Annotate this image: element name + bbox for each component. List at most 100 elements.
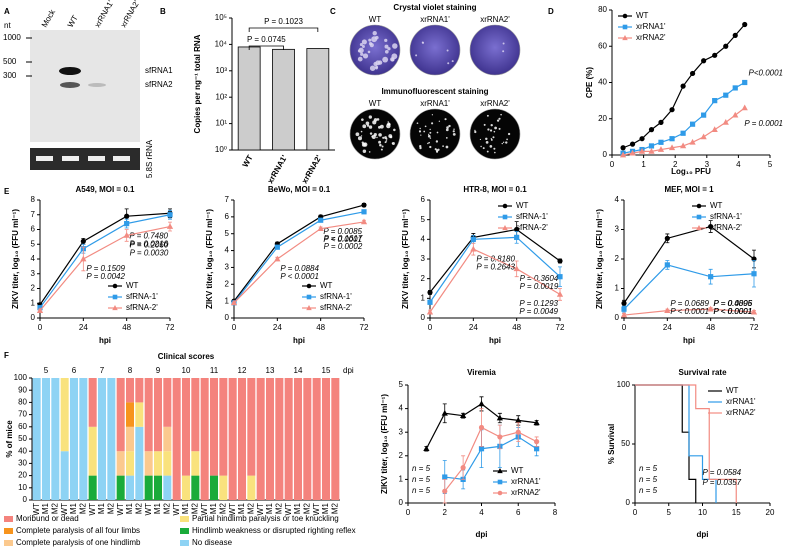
marker (619, 151, 627, 158)
plaque (446, 126, 449, 129)
y-tick-label: 0 (225, 313, 230, 322)
plaque (485, 140, 489, 144)
legend-swatch (4, 540, 13, 546)
x-tick-label: 8 (553, 508, 558, 517)
x-tick-label: WT (32, 503, 41, 516)
legend-label: Hindlimb weakness or disrupted righting … (192, 526, 356, 535)
plaque (448, 124, 451, 128)
bar-segment (191, 451, 200, 476)
series-line (623, 308, 755, 316)
plaque (452, 130, 455, 133)
bar-segment (88, 378, 97, 427)
bar-segment (107, 378, 116, 500)
gel-unit: nt (4, 21, 11, 30)
legend-label: Moribund or dead (16, 514, 79, 523)
bar-segment (181, 378, 191, 476)
y-axis-label: ZIKV titer, log₁₀ (FFU ml⁻¹) (595, 209, 604, 309)
bar-segment (153, 378, 163, 452)
plaque (494, 126, 497, 130)
x-tick-label: M2 (106, 502, 115, 514)
sample-label: WT (369, 99, 382, 108)
x-tick-label: 72 (360, 323, 369, 332)
series-line (429, 228, 561, 293)
x-tick-label: 2 (443, 508, 448, 517)
x-tick-label: 4 (736, 160, 741, 169)
marker (534, 439, 540, 445)
marker (722, 118, 729, 125)
x-axis-label: Log₁₀ PFU (671, 167, 711, 176)
y-tick-label: 8 (31, 195, 36, 204)
marker (478, 400, 485, 407)
legend-label: WT (726, 386, 739, 395)
y-tick-label: 90 (18, 385, 27, 394)
bar-segment (331, 378, 340, 500)
x-tick-label: 6 (516, 508, 521, 517)
panel-label: A (4, 7, 10, 16)
plaque (498, 127, 501, 130)
plaque (474, 129, 476, 132)
y-tick-label: 50 (621, 439, 630, 448)
marker (502, 214, 508, 220)
x-tick-label: M1 (69, 502, 78, 514)
bar-segment (125, 378, 135, 403)
marker (514, 226, 520, 233)
series-line (233, 211, 365, 304)
gel-band (88, 83, 106, 87)
y-tick-label: 3 (421, 254, 426, 263)
plaque (445, 145, 449, 149)
y-tick-label: 40 (18, 446, 27, 455)
gel-band (113, 156, 130, 161)
bar-segment (79, 378, 88, 500)
y-tick-label: 2 (615, 254, 620, 263)
x-tick-label: 0 (622, 323, 627, 332)
marker (648, 127, 655, 133)
marker (306, 283, 312, 289)
x-tick-label: 0 (633, 508, 638, 517)
x-tick-label: 0 (610, 160, 615, 169)
plaque (479, 138, 482, 141)
plaque (376, 118, 380, 121)
marker (708, 223, 714, 230)
legend-swatch (180, 516, 189, 522)
series-line (444, 436, 537, 481)
y-tick-label: 6 (31, 225, 36, 234)
plaque (360, 135, 363, 137)
plaque (366, 124, 370, 127)
chart-title: Viremia (467, 368, 496, 377)
plaque (368, 151, 371, 153)
y-tick-label: 2 (225, 279, 230, 288)
plaque (375, 60, 381, 66)
y-tick-label: 0 (399, 498, 404, 507)
marker (669, 136, 675, 142)
y-tick-label: 50 (18, 434, 27, 443)
bar-segment (191, 475, 200, 500)
bar-segment (153, 451, 163, 476)
plaque (427, 134, 431, 138)
chart-title: MEF, MOI = 1 (664, 185, 714, 194)
x-axis-label: dpi (697, 530, 709, 539)
marker (648, 143, 655, 149)
plate (469, 108, 521, 160)
plaque (369, 65, 376, 71)
plaque (506, 138, 508, 141)
y-tick-label: 1 (421, 293, 426, 302)
plaque (384, 141, 387, 144)
marker (689, 70, 696, 77)
marker (502, 225, 508, 231)
legend-label: WT (516, 201, 529, 210)
y-tick-label: 10² (215, 92, 227, 101)
legend-swatch (180, 540, 189, 546)
plaque (393, 128, 396, 132)
plaque (387, 47, 391, 51)
p-value: P < 0.0001 (670, 307, 709, 316)
bar-segment (116, 451, 125, 476)
y-tick-label: 2 (399, 451, 404, 460)
p-value: P = 0.0884 (280, 264, 319, 273)
y-axis-label: % Survival (607, 424, 616, 464)
group-label: 14 (294, 366, 303, 375)
y-tick-label: 100 (617, 380, 631, 389)
group-label: 9 (156, 366, 161, 375)
bar-segment (144, 378, 153, 452)
comparison-label: P = 0.1023 (264, 17, 303, 26)
marker (441, 409, 448, 416)
